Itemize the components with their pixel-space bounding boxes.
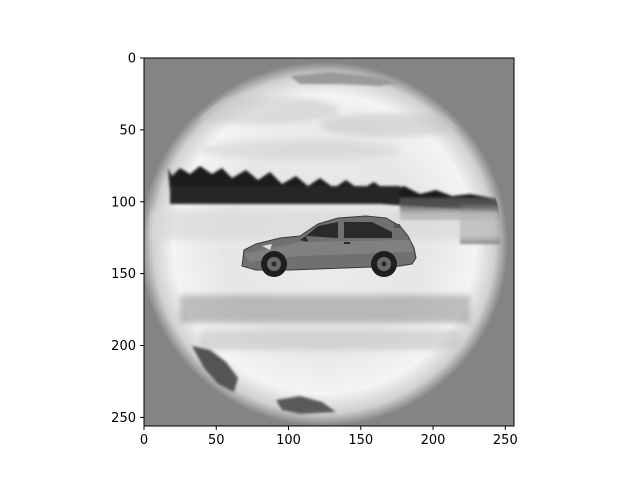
- x-axis: 0 50 100 150 200 250: [140, 426, 518, 448]
- x-tick-label: 250: [493, 433, 518, 448]
- y-tick-label: 150: [111, 267, 136, 282]
- y-tick-label: 200: [111, 339, 136, 354]
- x-tick-label: 200: [421, 433, 446, 448]
- car: [241, 215, 417, 277]
- car-window-front: [306, 222, 338, 238]
- y-tick-label: 250: [111, 411, 136, 426]
- x-tick-label: 0: [140, 433, 148, 448]
- x-tick-label: 50: [208, 433, 225, 448]
- image-plot-area: [144, 58, 514, 426]
- y-tick-label: 0: [128, 52, 136, 67]
- y-axis: 0 50 100 150 200 250: [111, 52, 144, 426]
- axes-frame: [143, 57, 515, 427]
- x-tick-label: 150: [348, 433, 373, 448]
- car-window-rear: [344, 222, 392, 238]
- car-wheel-front: [261, 251, 287, 277]
- car-wheel-rear: [371, 251, 397, 277]
- y-tick-label: 50: [119, 123, 136, 138]
- x-tick-label: 100: [276, 433, 301, 448]
- y-tick-label: 100: [111, 195, 136, 210]
- image-scene: [150, 72, 500, 414]
